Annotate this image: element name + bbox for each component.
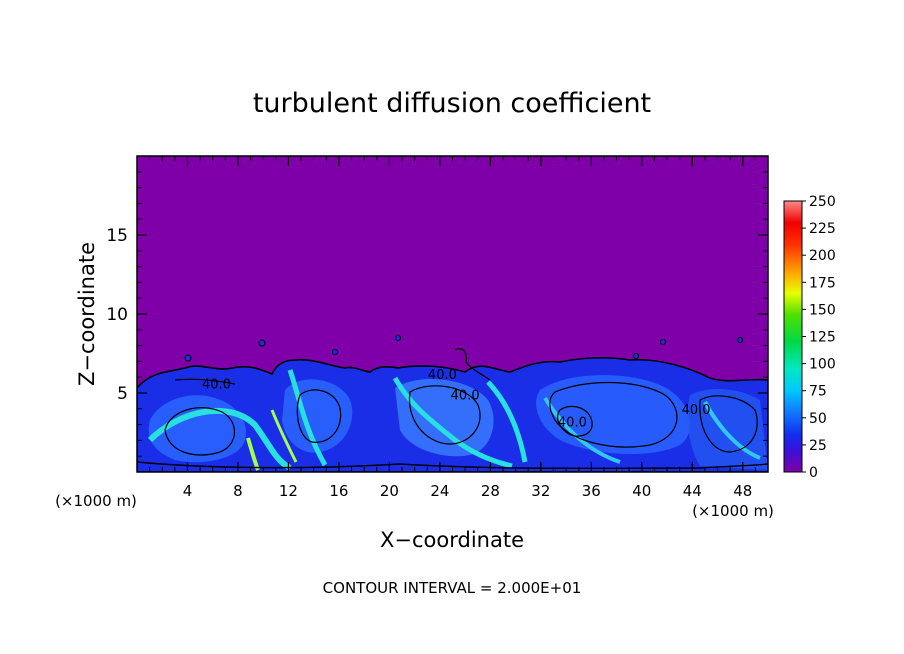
colorbar: 0 25 50 75 100 125 150 175 200 225 250	[783, 194, 836, 481]
y-tick-label: 10	[106, 305, 128, 325]
x-axis-label: X−coordinate	[380, 528, 524, 552]
contour-label: 40.0	[202, 378, 231, 393]
contour-line	[296, 389, 342, 443]
x-tick-label: 40	[632, 482, 651, 500]
x-tick-label: 8	[233, 482, 243, 500]
colorbar-tick-label: 200	[809, 248, 836, 264]
contour-line	[164, 407, 236, 456]
contour-line	[184, 354, 192, 362]
colorbar-tick-label: 75	[809, 384, 827, 400]
contour-label: 40.0	[558, 415, 587, 430]
x-axis: 4 8 12 16 20 24 28 32 36 40 44 48	[183, 482, 753, 500]
high-diffusion-filament	[486, 380, 528, 463]
plot-area: 40.0 40.0 40.0 40.0 40.0	[136, 155, 769, 473]
x-tick-label: 20	[380, 482, 399, 500]
y-tick-label: 5	[117, 384, 128, 404]
high-diffusion-filament	[392, 376, 513, 469]
x-tick-label: 4	[183, 482, 193, 500]
contour-label: 40.0	[428, 368, 457, 383]
colorbar-gradient	[783, 200, 803, 473]
colorbar-ticks: 0 25 50 75 100 125 150 175 200 225 250	[802, 194, 836, 481]
x-tick-label: 28	[481, 482, 500, 500]
contour-line	[258, 339, 266, 347]
contour-line	[549, 381, 678, 448]
x-tick-label: 16	[329, 482, 348, 500]
contour-interval-footer: CONTOUR INTERVAL = 2.000E+01	[323, 579, 582, 597]
chart-title: turbulent diffusion coefficient	[253, 88, 651, 119]
colorbar-tick-label: 25	[809, 438, 827, 454]
contour-line	[660, 339, 666, 345]
contour-line	[137, 461, 768, 470]
x-tick-label: 12	[279, 482, 298, 500]
colorbar-tick-label: 250	[809, 194, 836, 210]
colorbar-tick-label: 175	[809, 275, 836, 291]
turbulence-field	[137, 335, 768, 472]
mixing-region	[395, 378, 494, 457]
peak-diffusion-filament	[270, 409, 298, 463]
x-unit-left: (×1000 m)	[55, 492, 137, 510]
contour-line	[633, 353, 639, 359]
x-unit-right: (×1000 m)	[692, 502, 774, 520]
contour-line	[737, 337, 743, 343]
contour-line	[395, 335, 401, 341]
contour-line	[454, 348, 491, 381]
contour-line	[174, 378, 236, 385]
colorbar-tick-label: 125	[809, 330, 836, 346]
x-tick-label: 32	[531, 482, 550, 500]
colorbar-tick-label: 50	[809, 411, 827, 427]
contour-line	[332, 349, 338, 355]
colorbar-tick-label: 150	[809, 302, 836, 318]
colorbar-tick-label: 225	[809, 221, 836, 237]
axis-ticks	[137, 156, 768, 472]
high-diffusion-filament	[703, 401, 761, 460]
contour-line	[556, 405, 593, 437]
contour-line	[408, 385, 481, 445]
x-tick-label: 36	[582, 482, 601, 500]
contour-label: 40.0	[451, 389, 480, 404]
y-axis-label: Z−coordinate	[75, 242, 99, 386]
contour-line	[699, 395, 758, 453]
x-tick-label: 48	[733, 482, 752, 500]
colorbar-tick-label: 100	[809, 357, 836, 373]
x-tick-label: 24	[430, 482, 449, 500]
y-axis: 5 10 15	[106, 226, 128, 404]
y-tick-label: 15	[106, 226, 128, 246]
high-diffusion-filament	[287, 369, 328, 467]
contour-label: 40.0	[682, 403, 711, 418]
contour-labels: 40.0 40.0 40.0 40.0 40.0	[202, 368, 711, 430]
high-diffusion-filament	[147, 407, 292, 471]
colorbar-tick-label: 0	[809, 465, 818, 481]
x-tick-label: 44	[683, 482, 702, 500]
